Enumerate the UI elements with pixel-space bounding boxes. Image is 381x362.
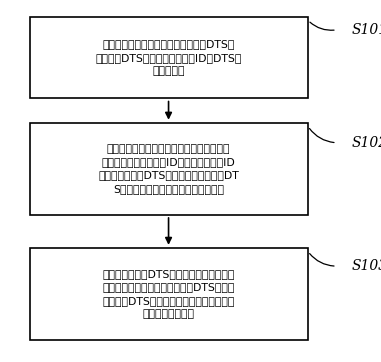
Bar [30,17,307,98]
Text: 息，解析出对应的功能ID，根据所述功能ID: 息，解析出对应的功能ID，根据所述功能ID [102,157,235,167]
Text: S103: S103 [351,259,381,273]
Text: 实时操作系统对DTS节点信息进行解析并执: 实时操作系统对DTS节点信息进行解析并执 [102,269,235,279]
Text: 行设备的驱动程序，如果驱动与DTS节点信: 行设备的驱动程序，如果驱动与DTS节点信 [102,282,235,292]
Text: S101: S101 [351,23,381,37]
Text: 使对应的功能开启: 使对应的功能开启 [142,309,195,319]
Text: 件，所述DTS文件中存储有功能ID与DTS节: 件，所述DTS文件中存储有功能ID与DTS节 [95,52,242,63]
Text: 点的映射表: 点的映射表 [152,66,185,76]
Text: 息匹配且DTS节点状态为开启时，执行驱动: 息匹配且DTS节点状态为开启时，执行驱动 [102,295,235,306]
Text: 设备的启动装载加载实时操作系统的DTS文: 设备的启动装载加载实时操作系统的DTS文 [102,39,235,50]
Text: 启动装载读取板卡上预留区域存储的配置信: 启动装载读取板卡上预留区域存储的配置信 [107,144,230,154]
Bar [30,123,307,215]
Text: S102: S102 [351,136,381,150]
Text: S节点信息发送给设备的实时操作系统: S节点信息发送给设备的实时操作系统 [113,184,224,194]
Bar [30,248,307,340]
Text: 配置确定对应的DTS节点信息，并将所述DT: 配置确定对应的DTS节点信息，并将所述DT [98,171,239,180]
